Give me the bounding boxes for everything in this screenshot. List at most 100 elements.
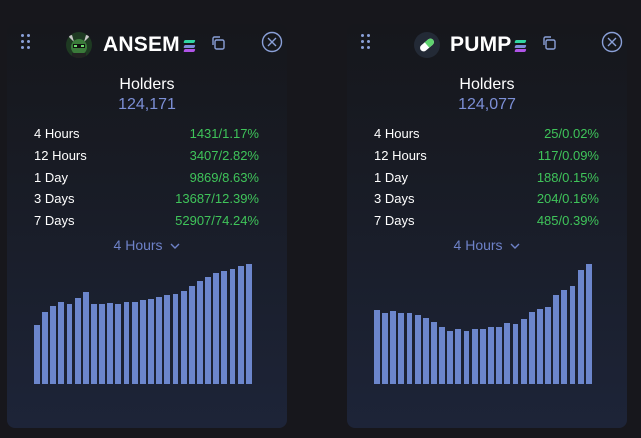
chart-bar bbox=[205, 277, 211, 384]
chart-bar bbox=[245, 264, 252, 384]
chevron-down-icon bbox=[170, 243, 180, 250]
chart-bar bbox=[479, 329, 486, 384]
period-dropdown[interactable]: 4 Hours bbox=[347, 237, 627, 253]
stat-row: 1 Day 188/0.15% bbox=[374, 170, 599, 188]
stat-value: 204/0.16% bbox=[536, 191, 599, 206]
chart-bar bbox=[536, 308, 543, 384]
stat-label: 4 Hours bbox=[374, 126, 420, 141]
chart-bar bbox=[488, 327, 494, 384]
stat-value: 9869/8.63% bbox=[189, 170, 259, 185]
chart-bar bbox=[406, 312, 413, 384]
chevron-down-icon bbox=[510, 243, 520, 250]
close-icon[interactable] bbox=[601, 31, 623, 53]
chart-bar bbox=[504, 322, 511, 384]
chart-bar bbox=[164, 294, 171, 384]
chart-bar bbox=[553, 294, 560, 384]
chart-bar bbox=[414, 314, 421, 384]
stat-value: 1431/1.17% bbox=[189, 126, 259, 141]
stat-row: 3 Days 204/0.16% bbox=[374, 191, 599, 209]
holders-bar-chart bbox=[374, 264, 594, 384]
stat-value: 13687/12.39% bbox=[175, 191, 259, 206]
stat-label: 7 Days bbox=[374, 213, 415, 228]
chart-bar bbox=[82, 291, 89, 384]
chart-bar bbox=[131, 301, 138, 384]
stat-value: 485/0.39% bbox=[536, 213, 599, 228]
chart-bar bbox=[99, 304, 106, 384]
stat-label: 4 Hours bbox=[34, 126, 80, 141]
holders-count: 124,077 bbox=[458, 96, 516, 113]
chart-bar bbox=[561, 290, 568, 384]
chart-bar bbox=[123, 301, 130, 384]
token-card-pump: PUMP Holders 124,077 4 Hours 25/0.02% 12… bbox=[347, 24, 627, 428]
chart-bar bbox=[463, 331, 470, 384]
holders-label: Holders bbox=[119, 76, 175, 93]
stat-label: 1 Day bbox=[374, 170, 408, 185]
chart-bar bbox=[66, 304, 73, 384]
holders-count: 124,171 bbox=[118, 96, 176, 113]
pill-logo-icon bbox=[414, 32, 440, 58]
solana-chain-icon bbox=[514, 40, 527, 52]
period-dropdown[interactable]: 4 Hours bbox=[7, 237, 287, 253]
chart-bar bbox=[50, 306, 57, 384]
stat-value: 25/0.02% bbox=[544, 126, 599, 141]
chart-bar bbox=[58, 301, 65, 384]
token-name: ANSEM bbox=[103, 33, 180, 56]
stat-label: 12 Hours bbox=[374, 148, 427, 163]
chart-bar bbox=[107, 302, 114, 384]
chart-bar bbox=[471, 329, 478, 384]
drag-handle-icon[interactable] bbox=[21, 34, 33, 50]
drag-handle-icon[interactable] bbox=[361, 34, 373, 50]
holders-bar-chart bbox=[34, 264, 254, 384]
stat-row: 4 Hours 25/0.02% bbox=[374, 126, 599, 144]
chart-bar bbox=[422, 317, 429, 384]
chart-bar bbox=[115, 304, 122, 384]
stat-value: 188/0.15% bbox=[536, 170, 599, 185]
holders-label: Holders bbox=[459, 76, 515, 93]
chart-bar bbox=[139, 299, 146, 384]
chart-bar bbox=[148, 298, 154, 384]
chart-bar bbox=[91, 304, 97, 384]
stat-label: 1 Day bbox=[34, 170, 68, 185]
chart-bar bbox=[237, 266, 244, 384]
token-card-ansem: ANSEM Holders 124,171 4 Hours 1431/1.17%… bbox=[7, 24, 287, 428]
chart-bar bbox=[196, 281, 203, 384]
chart-bar bbox=[156, 296, 163, 384]
solana-chain-icon bbox=[183, 40, 196, 52]
chart-bar bbox=[455, 329, 462, 384]
chart-bar bbox=[577, 270, 584, 384]
stat-value: 52907/74.24% bbox=[175, 213, 259, 228]
chart-bar bbox=[374, 309, 380, 384]
chart-bar bbox=[172, 293, 179, 384]
chart-bar bbox=[431, 321, 437, 384]
chart-bar bbox=[188, 285, 195, 384]
stat-label: 3 Days bbox=[374, 191, 415, 206]
token-name: PUMP bbox=[450, 33, 512, 56]
chart-bar bbox=[447, 331, 454, 384]
stat-row: 12 Hours 3407/2.82% bbox=[34, 148, 259, 166]
chart-bar bbox=[398, 312, 405, 384]
chart-bar bbox=[213, 273, 220, 384]
ansem-logo-icon bbox=[66, 32, 92, 58]
period-dropdown-label: 4 Hours bbox=[113, 237, 163, 253]
chart-bar bbox=[34, 324, 40, 384]
chart-bar bbox=[545, 306, 551, 384]
stat-row: 4 Hours 1431/1.17% bbox=[34, 126, 259, 144]
stat-row: 7 Days 52907/74.24% bbox=[34, 213, 259, 231]
chart-bar bbox=[74, 297, 81, 384]
chart-bar bbox=[180, 290, 187, 384]
chart-bar bbox=[585, 264, 592, 384]
copy-icon[interactable] bbox=[541, 35, 557, 51]
close-icon[interactable] bbox=[261, 31, 283, 53]
chart-bar bbox=[390, 310, 397, 384]
chart-bar bbox=[528, 311, 535, 384]
copy-icon[interactable] bbox=[210, 35, 226, 51]
chart-bar bbox=[382, 312, 388, 384]
chart-bar bbox=[512, 324, 519, 384]
stat-label: 12 Hours bbox=[34, 148, 87, 163]
chart-bar bbox=[42, 312, 48, 384]
chart-bar bbox=[496, 327, 503, 384]
chart-bar bbox=[520, 318, 527, 384]
chart-bar bbox=[221, 271, 228, 384]
stat-label: 3 Days bbox=[34, 191, 75, 206]
stat-value: 117/0.09% bbox=[537, 148, 599, 163]
